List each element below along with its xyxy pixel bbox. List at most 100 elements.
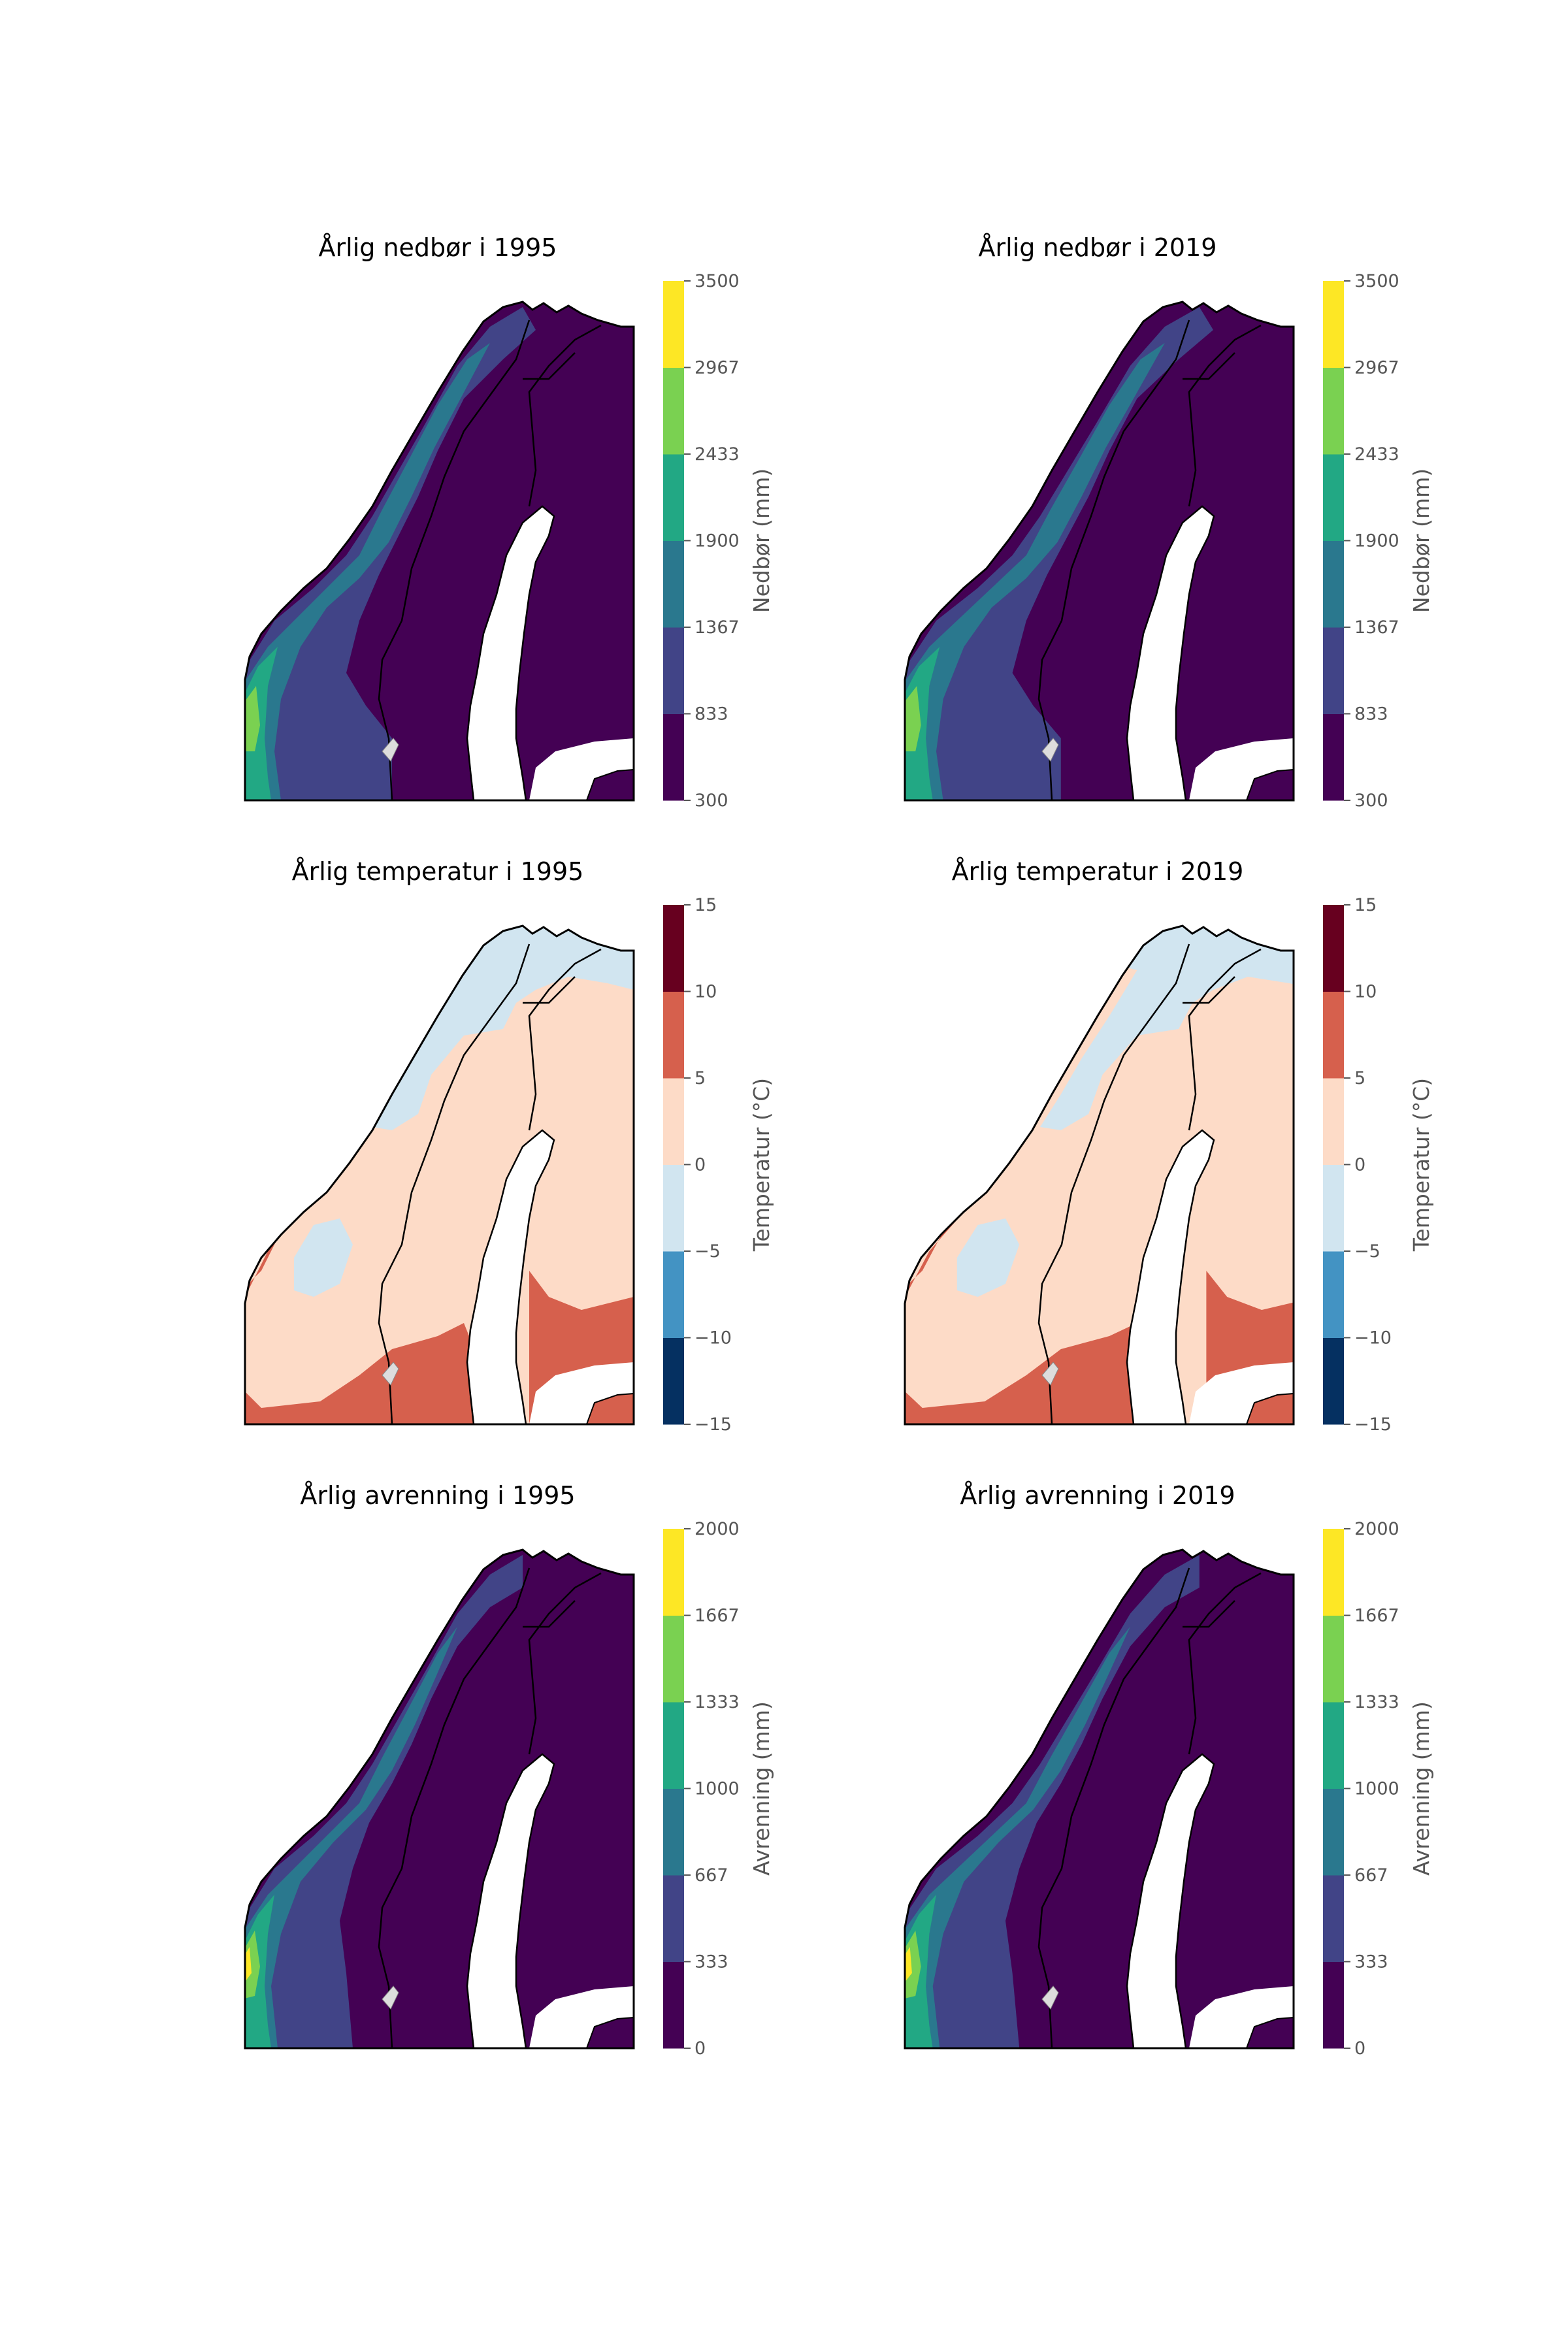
field-band <box>245 1627 457 2048</box>
colorbar-tick-label: 2967 <box>1354 358 1399 378</box>
colorbar-tick-label: 2433 <box>1354 444 1399 465</box>
colorbar: 0 333 667 1000 1333 1667 2000 Avrenning (mm) <box>663 1519 774 2059</box>
colorbar-label: Temperatur (°C) <box>1409 1078 1434 1252</box>
colorbar-label: Nedbør (mm) <box>749 468 774 613</box>
sweden-finland-border <box>528 324 602 507</box>
panel-precip-1995: Årlig nedbør i 1995 300 833 1367 1900 2433 296… <box>244 233 774 811</box>
colorbar-segment <box>1323 1615 1344 1703</box>
colorbar-tick-label: −10 <box>694 1328 732 1348</box>
colorbar-segment <box>663 1961 684 2049</box>
colorbar-segment <box>1323 1529 1344 1616</box>
field-band <box>245 1947 252 1986</box>
colorbar-tick-label: 667 <box>694 1865 728 1886</box>
colorbar-tick-label: −5 <box>1354 1241 1380 1262</box>
colorbar-segment <box>1323 1164 1344 1252</box>
colorbar-tick-label: 1667 <box>1354 1606 1399 1626</box>
norway-sweden-border <box>378 943 531 1425</box>
finland-norway-border <box>523 976 576 1004</box>
field-band <box>956 1218 1020 1297</box>
colorbar-tick-label: 3500 <box>1354 271 1399 291</box>
colorbar-tick-label: 1900 <box>694 531 740 551</box>
colorbar-tick-label: −5 <box>694 1241 721 1262</box>
colorbar-segment <box>1323 1337 1344 1425</box>
lake <box>1041 738 1059 762</box>
colorbar-tick-label: −15 <box>1354 1414 1392 1435</box>
colorbar-segment <box>1323 905 1344 992</box>
colorbar-tick-label: 300 <box>1354 791 1388 811</box>
colorbar-tick-label: 300 <box>694 791 728 811</box>
colorbar-segment <box>663 367 684 455</box>
sweden-finland-border <box>528 1572 602 1755</box>
field-band <box>245 1323 477 1424</box>
panel-runoff-2019: Årlig avrenning i 2019 0 333 667 1000 1333 166… <box>904 1481 1434 2059</box>
colorbar-segment <box>1323 1702 1344 1789</box>
norway-sweden-border <box>1037 1567 1190 2049</box>
colorbar-segment <box>663 905 684 992</box>
colorbar-tick-label: 15 <box>1354 895 1377 915</box>
colorbar-tick-label: 10 <box>694 982 717 1002</box>
colorbar-tick-label: 0 <box>1354 2038 1365 2059</box>
sweden-finland-border <box>1188 1572 1262 1755</box>
map <box>244 1548 635 2050</box>
lake <box>382 1985 399 2010</box>
colorbar-tick-label: 2967 <box>694 358 740 378</box>
colorbar-segment <box>663 281 684 368</box>
colorbar-tick-label: 10 <box>1354 982 1377 1002</box>
norway-sweden-border <box>1037 943 1190 1425</box>
finland-norway-border <box>523 352 576 380</box>
colorbar-segment <box>1323 991 1344 1079</box>
colorbar: −15 −10 −5 0 5 10 15 Temperatur (°C) <box>1323 895 1434 1435</box>
field-band <box>245 1555 523 2048</box>
sweden-finland-border <box>528 948 602 1131</box>
colorbar-segment <box>1323 1251 1344 1338</box>
colorbar-segment <box>663 991 684 1079</box>
lake <box>1041 1362 1059 1386</box>
colorbar-tick-label: 2000 <box>1354 1519 1399 1539</box>
colorbar-segment <box>1323 713 1344 801</box>
colorbar-tick-label: 0 <box>1354 1155 1365 1175</box>
colorbar-tick-label: 0 <box>694 1155 706 1175</box>
colorbar: −15 −10 −5 0 5 10 15 Temperatur (°C) <box>663 895 774 1435</box>
norway-sweden-border <box>378 319 531 801</box>
panel-temp-1995: Årlig temperatur i 1995 −15 −10 −5 0 5 10 15 Tem… <box>244 857 774 1435</box>
sweden-finland-border <box>1188 324 1262 507</box>
map <box>244 301 635 802</box>
finland-norway-border <box>1183 1600 1235 1628</box>
map <box>904 1548 1295 2050</box>
map <box>904 924 1295 1426</box>
field-band <box>905 686 921 751</box>
panel-title: Årlig avrenning i 1995 <box>300 1481 575 1510</box>
panel-title: Årlig nedbør i 2019 <box>979 233 1217 262</box>
colorbar-tick-label: 5 <box>1354 1068 1365 1088</box>
colorbar-tick-label: 15 <box>694 895 717 915</box>
colorbar-tick-label: 2433 <box>694 444 740 465</box>
colorbar-label: Nedbør (mm) <box>1409 468 1434 613</box>
colorbar-segment <box>663 1078 684 1165</box>
panel-title: Årlig temperatur i 1995 <box>292 857 584 886</box>
map <box>244 924 635 1426</box>
colorbar-tick-label: 0 <box>694 2038 706 2059</box>
colorbar: 300 833 1367 1900 2433 2967 3500 Nedbør (mm) <box>663 271 774 811</box>
field-band <box>905 1323 1151 1424</box>
colorbar-tick-label: 1000 <box>694 1779 740 1799</box>
map <box>904 301 1295 802</box>
colorbar-tick-label: 3500 <box>694 271 740 291</box>
finland-norway-border <box>1183 976 1235 1004</box>
colorbar-segment <box>1323 1078 1344 1165</box>
colorbar-segment <box>1323 540 1344 628</box>
colorbar-segment <box>663 1337 684 1425</box>
colorbar-tick-label: 667 <box>1354 1865 1388 1886</box>
colorbar-tick-label: −15 <box>694 1414 732 1435</box>
colorbar-segment <box>663 1788 684 1876</box>
field-band <box>905 1627 1130 2048</box>
field-band <box>245 307 536 800</box>
colorbar-label: Avrenning (mm) <box>749 1701 774 1876</box>
colorbar-segment <box>663 1702 684 1789</box>
panel-title: Årlig temperatur i 2019 <box>952 857 1244 886</box>
lake <box>382 738 399 762</box>
colorbar-segment <box>1323 367 1344 455</box>
norway-sweden-border <box>1037 319 1190 801</box>
colorbar-tick-label: 1333 <box>1354 1692 1399 1712</box>
sweden-finland-border <box>1188 948 1262 1131</box>
